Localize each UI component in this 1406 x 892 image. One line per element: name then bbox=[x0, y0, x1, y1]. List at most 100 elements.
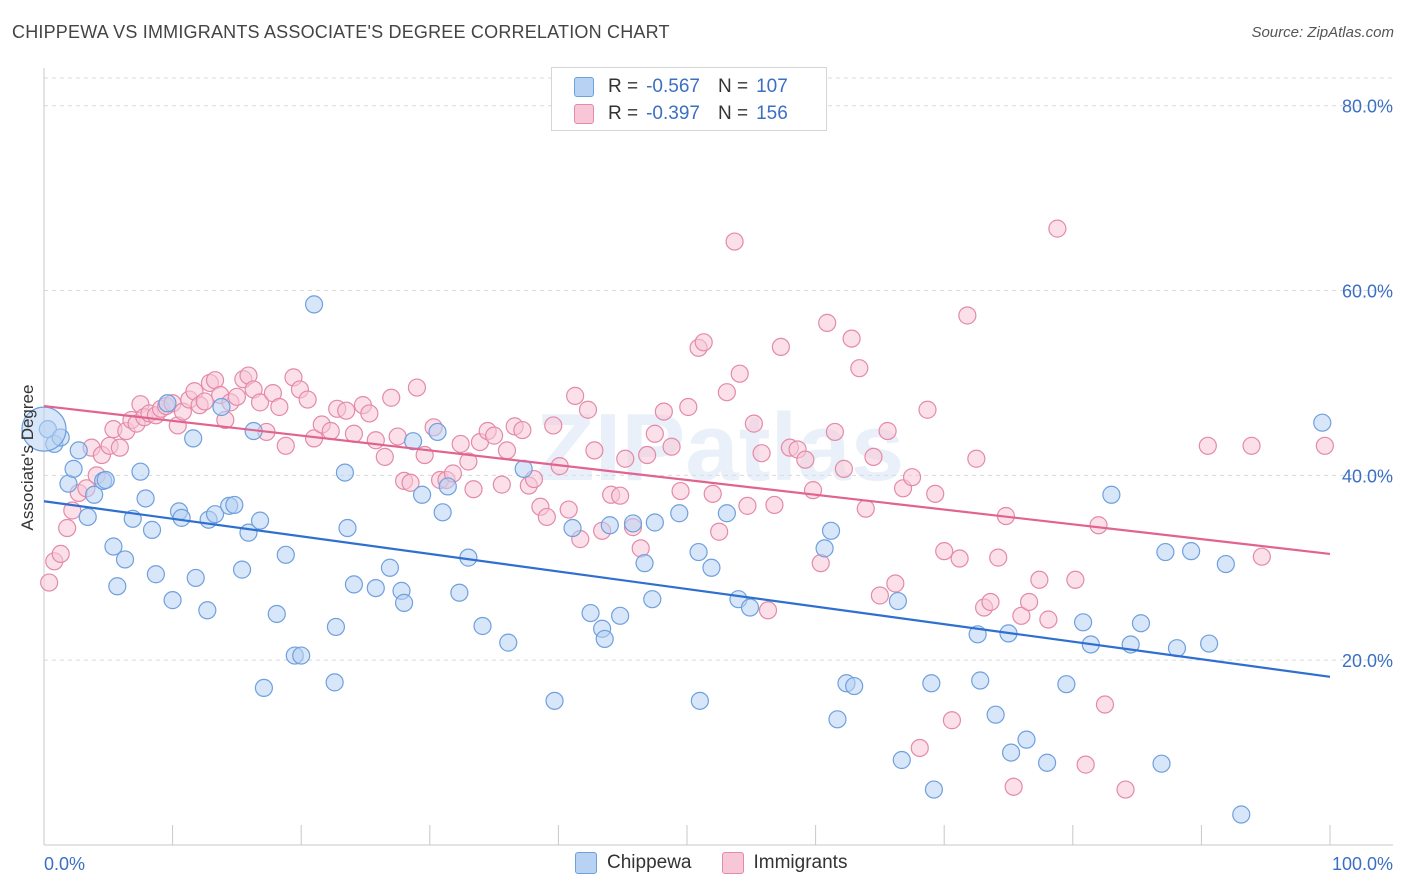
chippewa-point bbox=[438, 477, 457, 496]
immigrants-point bbox=[730, 364, 749, 383]
immigrants-point bbox=[611, 486, 630, 505]
immigrants-point bbox=[645, 424, 664, 443]
immigrants-point bbox=[878, 421, 897, 441]
immigrants-point bbox=[1048, 219, 1067, 238]
immigrants-point bbox=[227, 387, 246, 406]
chippewa-point bbox=[85, 485, 104, 504]
immigrants-point bbox=[559, 500, 578, 519]
immigrants-point bbox=[1116, 780, 1135, 799]
chippewa-point bbox=[335, 463, 355, 482]
immigrants-point bbox=[497, 441, 517, 460]
immigrants-point bbox=[321, 421, 340, 441]
n-label: N = bbox=[717, 103, 749, 124]
chippewa-point bbox=[205, 505, 225, 524]
chippewa-point bbox=[643, 590, 662, 609]
immigrants-point bbox=[967, 449, 986, 468]
immigrants-point bbox=[662, 437, 681, 456]
immigrants-point bbox=[451, 434, 470, 454]
chippewa-point bbox=[380, 558, 400, 577]
chippewa-point bbox=[163, 591, 182, 610]
immigrants-point bbox=[485, 426, 504, 445]
n-value: 156 bbox=[756, 103, 788, 124]
chippewa-point bbox=[186, 568, 205, 588]
chippewa-point bbox=[412, 485, 432, 504]
chippewa-point bbox=[821, 521, 841, 540]
chippewa-point bbox=[845, 676, 864, 696]
y-tick-label: 20.0% bbox=[1342, 651, 1393, 671]
immigrants-swatch bbox=[721, 852, 744, 874]
chippewa-point bbox=[986, 705, 1005, 724]
chippewa-point bbox=[828, 710, 847, 729]
immigrants-point bbox=[694, 333, 713, 352]
legend-label: Chippewa bbox=[607, 852, 692, 873]
immigrants-trend-line bbox=[43, 404, 1331, 556]
chippewa-point bbox=[1057, 675, 1076, 694]
chippewa-point bbox=[450, 583, 469, 602]
legend-item-chippewa[interactable]: Chippewa bbox=[575, 852, 692, 874]
chippewa-point bbox=[971, 671, 990, 690]
chippewa-point bbox=[1102, 485, 1121, 504]
chippewa-point bbox=[158, 394, 177, 413]
trend-lines bbox=[43, 404, 1331, 678]
immigrants-point bbox=[796, 450, 815, 469]
immigrants-point bbox=[459, 452, 478, 471]
chippewa-point bbox=[146, 565, 165, 584]
chippewa-point bbox=[325, 673, 344, 692]
immigrants-point bbox=[679, 397, 698, 417]
immigrants-point bbox=[825, 422, 844, 442]
immigrants-point bbox=[1066, 570, 1085, 589]
chippewa-point bbox=[1313, 413, 1332, 432]
immigrants-point bbox=[276, 436, 295, 455]
immigrants-point bbox=[407, 378, 427, 397]
immigrants-point bbox=[818, 313, 837, 332]
chippewa-point bbox=[428, 422, 447, 442]
chippewa-point bbox=[276, 545, 295, 564]
chippewa-point bbox=[344, 575, 364, 594]
immigrants-point bbox=[1315, 436, 1334, 455]
chippewa-point bbox=[338, 518, 357, 538]
chippewa-point bbox=[1073, 613, 1093, 632]
chippewa-point bbox=[1182, 542, 1201, 561]
immigrants-point bbox=[366, 431, 385, 450]
immigrants-point bbox=[710, 522, 729, 541]
stats-legend: R = -0.567 N = 107 R = -0.397 N = 156 bbox=[551, 67, 827, 131]
chippewa-point bbox=[689, 542, 708, 562]
immigrants-point bbox=[703, 484, 722, 503]
legend-item-immigrants[interactable]: Immigrants bbox=[721, 852, 847, 874]
chippewa-point bbox=[198, 601, 217, 620]
immigrants-point bbox=[195, 392, 214, 411]
chippewa-swatch bbox=[574, 77, 594, 97]
immigrants-point bbox=[344, 424, 364, 443]
chippewa-trend-line bbox=[43, 500, 1331, 678]
immigrants-swatch bbox=[574, 104, 594, 124]
r-label: R = bbox=[608, 103, 639, 124]
immigrants-point bbox=[250, 393, 270, 412]
axes bbox=[43, 68, 1393, 846]
immigrants-point bbox=[870, 586, 890, 605]
chippewa-point bbox=[64, 459, 83, 478]
immigrants-point bbox=[671, 481, 690, 501]
immigrants-point bbox=[1019, 592, 1039, 612]
immigrants-point bbox=[989, 548, 1008, 567]
immigrants-point bbox=[738, 496, 757, 515]
x-tick-label: 100.0% bbox=[1332, 854, 1393, 874]
immigrants-point bbox=[981, 592, 1000, 612]
chippewa-point bbox=[892, 750, 911, 770]
chippewa-point bbox=[815, 539, 834, 558]
immigrants-point bbox=[401, 473, 420, 492]
chippewa-point bbox=[254, 678, 274, 698]
chippewa-point bbox=[1017, 730, 1036, 749]
chippewa-point bbox=[545, 691, 564, 710]
n-label: N = bbox=[717, 76, 749, 97]
chippewa-point bbox=[172, 508, 191, 527]
immigrants-point bbox=[725, 232, 744, 251]
chippewa-point bbox=[1152, 754, 1171, 773]
immigrants-point bbox=[758, 601, 778, 620]
immigrants-point bbox=[270, 397, 289, 417]
immigrants-point bbox=[1252, 547, 1271, 566]
chippewa-point bbox=[645, 513, 664, 532]
chippewa-point bbox=[611, 606, 630, 625]
chippewa-point bbox=[131, 462, 150, 481]
chippewa-point bbox=[304, 295, 324, 314]
immigrants-point bbox=[585, 441, 604, 460]
